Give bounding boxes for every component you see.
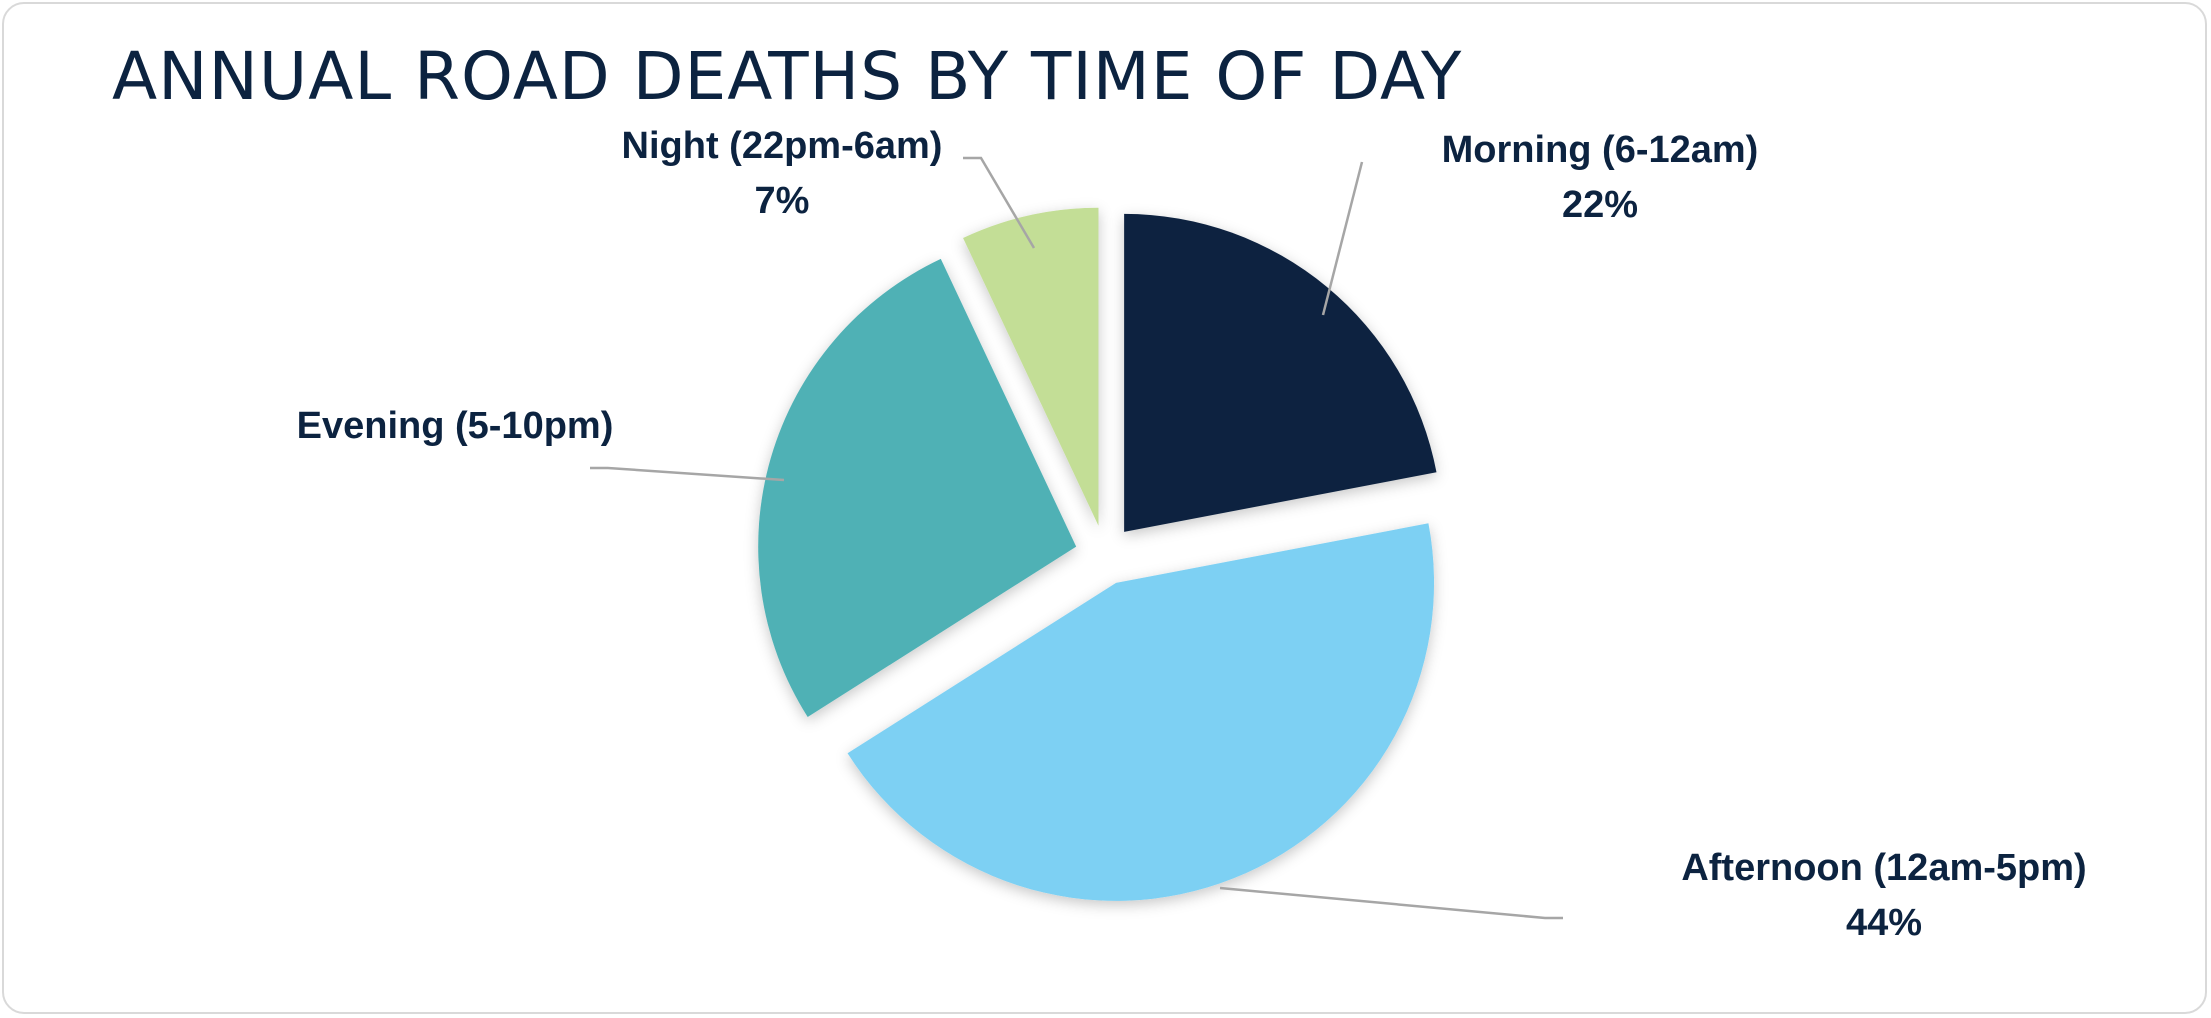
slice-label-2: Afternoon (12am-5pm) [1681, 847, 2086, 889]
leader-line-1 [1321, 161, 1364, 316]
slice-label-4: Night (22pm-6am) [622, 125, 943, 167]
slice-label-3: Evening (5-10pm) [297, 405, 614, 447]
leader-lines [590, 156, 1563, 920]
leader-line-3 [590, 466, 785, 482]
pie-slice-2 [847, 523, 1435, 901]
pie-slice-3 [758, 258, 1077, 718]
slice-labels: Morning (6-12am) 22% Afternoon (12am-5pm) 4… [297, 125, 2087, 944]
slice-percent-4: 7% [755, 180, 810, 222]
slice-percent-2: 44% [1846, 902, 1922, 944]
pie-slices [758, 207, 1437, 901]
leader-line-4 [963, 156, 1036, 249]
slice-percent-1: 22% [1562, 184, 1638, 226]
chart-title: ANNUAL ROAD DEATHS BY TIME OF DAY [112, 38, 1463, 115]
pie-slice-1 [1124, 213, 1437, 532]
pie-slice-4 [963, 207, 1099, 526]
slice-label-1: Morning (6-12am) [1442, 129, 1759, 171]
leader-line-2 [1219, 886, 1563, 920]
